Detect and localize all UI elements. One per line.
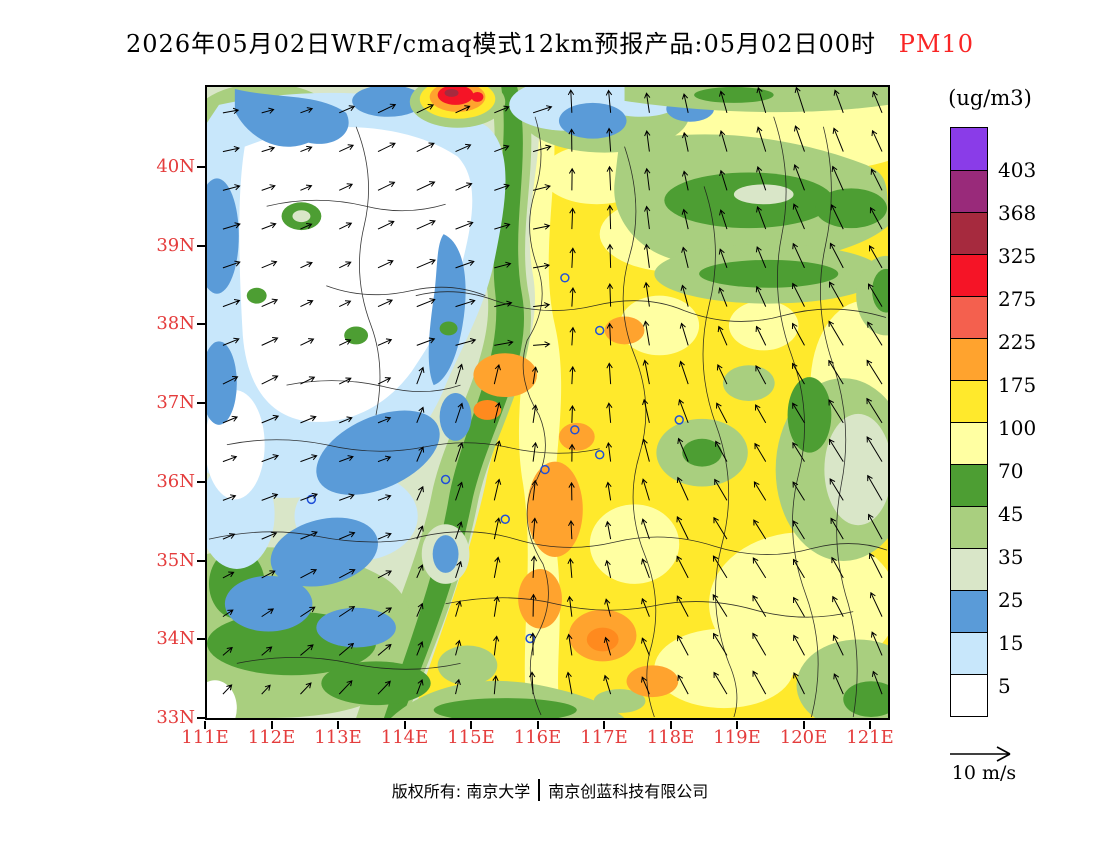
lat-axis-label: 33N [156,706,195,728]
legend-tick-label: 25 [998,588,1024,612]
lon-axis-tick [669,721,672,729]
lon-axis-label: 120E [779,727,828,748]
lon-axis-tick [270,721,273,729]
lat-axis-tick [197,402,205,405]
legend-color-block [951,212,987,254]
lon-axis-tick [536,721,539,729]
lat-axis-label: 37N [156,392,195,414]
legend-color-block [951,296,987,338]
lat-axis-tick [197,559,205,562]
lon-axis-tick [204,721,206,729]
legend-color-block [951,170,987,212]
lon-axis-tick [470,721,472,729]
lon-axis-tick [337,721,339,729]
legend-tick-label: 275 [998,287,1037,311]
lat-axis-label: 40N [156,156,195,177]
legend-color-block [951,506,987,548]
lat-axis-label: 38N [156,313,195,335]
lon-axis-label: 114E [380,727,429,748]
copyright: 版权所有: 南京大学 南京创蓝科技有限公司 [0,778,1100,802]
legend-tick-label: 403 [998,158,1037,182]
legend-color-block [951,464,987,506]
lon-axis-tick [802,721,805,729]
lon-axis-label: 119E [713,727,761,748]
lat-axis-label: 36N [156,470,195,492]
admin-boundaries [208,116,888,718]
high-concentration-hotspot [409,87,506,128]
legend-tick-label: 325 [998,244,1037,268]
wind-vector-arrows [222,87,883,695]
title-main: 2026年05月02日WRF/cmaq模式12km预报产品:05月02日00时 [126,30,877,58]
lat-axis-label: 35N [156,549,195,571]
lon-axis-tick [603,721,605,729]
lat-axis-tick [197,638,205,641]
lon-axis-label: 113E [314,727,362,748]
copyright-company: 南京创蓝科技有限公司 [548,782,709,801]
lon-axis-tick [869,721,871,729]
lat-axis-label: 34N [156,628,195,650]
legend-color-block [951,632,987,674]
lat-axis-label: 39N [156,234,195,256]
legend-color-block [951,590,987,632]
legend-color-block [951,422,987,464]
lon-axis-label: 118E [646,727,695,748]
lon-axis-label: 116E [513,727,562,748]
legend-tick-label: 368 [998,201,1037,225]
forecast-map [207,87,888,718]
lon-axis-tick [403,721,406,729]
legend-tick-label: 5 [998,674,1011,698]
legend-tick-label: 35 [998,545,1024,569]
copyright-owner: 版权所有: 南京大学 [391,782,531,801]
page-title: 2026年05月02日WRF/cmaq模式12km预报产品:05月02日00时 … [0,24,1100,59]
wind-scale-arrow-icon [950,746,1011,762]
legend-color-block [951,380,987,422]
legend-tick-label: 225 [998,330,1037,354]
legend-color-block [951,674,987,716]
lat-axis-tick [197,323,205,326]
lat-axis-tick [197,244,205,247]
lat-axis-tick [197,716,205,719]
wind-scale-label: 10 m/s [951,762,1017,784]
lon-axis-label: 112E [247,727,296,748]
legend-color-block [951,338,987,380]
lon-axis-label: 115E [447,727,495,748]
orange-high-patches [473,316,679,698]
legend-tick-label: 100 [998,416,1037,440]
legend-units-label: (ug/m3) [948,86,1032,110]
title-pollutant: PM10 [898,30,974,58]
legend-color-block [951,128,987,170]
legend-tick-label: 15 [998,631,1024,655]
lon-axis-tick [736,721,738,729]
copyright-divider [538,779,541,801]
legend-tick-label: 45 [998,502,1024,526]
lon-axis-label: 117E [580,727,628,748]
legend-tick-label: 70 [998,459,1024,483]
legend-color-block [951,254,987,296]
station-markers [306,273,684,644]
pm10-concentration-field [207,87,888,718]
legend-colorbar [950,127,988,717]
map-frame [205,85,890,720]
legend-tick-label: 175 [998,373,1037,397]
lon-axis-label: 121E [846,727,894,748]
legend-color-block [951,548,987,590]
lon-axis-label: 111E [181,727,229,748]
lat-axis-tick [197,480,205,483]
lat-axis-tick [197,166,205,168]
